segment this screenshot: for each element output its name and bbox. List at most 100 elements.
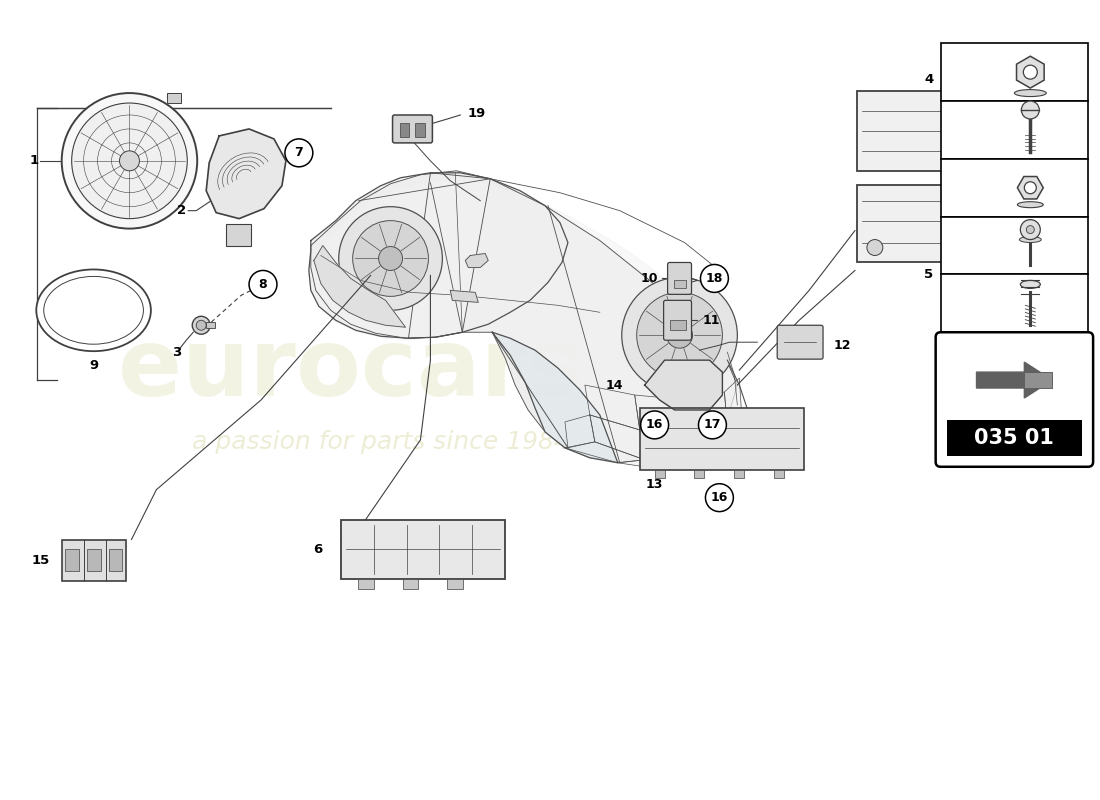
Text: 8: 8 <box>258 278 267 291</box>
Polygon shape <box>309 181 737 462</box>
Circle shape <box>867 239 883 255</box>
Bar <box>947 420 1082 456</box>
Text: a passion for parts since 1984: a passion for parts since 1984 <box>191 430 570 454</box>
FancyBboxPatch shape <box>668 262 692 294</box>
Text: 18: 18 <box>950 65 970 79</box>
Circle shape <box>339 206 442 310</box>
Circle shape <box>667 322 693 348</box>
Text: 5: 5 <box>924 268 933 281</box>
Bar <box>1001 196 1010 206</box>
Text: 11: 11 <box>703 314 720 326</box>
Circle shape <box>378 246 403 270</box>
Bar <box>87 550 100 571</box>
Text: 7: 7 <box>956 296 966 310</box>
Circle shape <box>621 278 737 393</box>
Bar <box>1001 218 1010 228</box>
Circle shape <box>1023 65 1037 79</box>
Text: 4: 4 <box>924 73 933 86</box>
Circle shape <box>285 139 312 167</box>
Polygon shape <box>590 415 645 460</box>
Bar <box>654 470 664 478</box>
Ellipse shape <box>36 270 151 351</box>
FancyBboxPatch shape <box>778 326 823 359</box>
Circle shape <box>62 93 197 229</box>
Circle shape <box>640 411 669 439</box>
Ellipse shape <box>1020 237 1042 242</box>
Polygon shape <box>206 129 286 218</box>
Circle shape <box>192 316 210 334</box>
FancyBboxPatch shape <box>936 332 1093 466</box>
Polygon shape <box>565 415 595 448</box>
Bar <box>1001 128 1010 138</box>
Bar <box>735 470 745 478</box>
FancyBboxPatch shape <box>640 408 804 470</box>
Bar <box>399 123 409 137</box>
Polygon shape <box>1018 177 1043 199</box>
Bar <box>1001 106 1010 116</box>
Ellipse shape <box>1014 90 1046 97</box>
Ellipse shape <box>44 277 143 344</box>
Bar <box>62 539 126 582</box>
FancyBboxPatch shape <box>393 115 432 143</box>
Text: 16: 16 <box>646 418 663 431</box>
Bar <box>403 579 418 590</box>
Bar <box>227 224 251 246</box>
Bar <box>416 123 426 137</box>
Polygon shape <box>314 246 406 327</box>
Polygon shape <box>707 440 741 470</box>
Text: 17: 17 <box>950 123 970 137</box>
Polygon shape <box>1016 56 1044 88</box>
Circle shape <box>120 151 140 170</box>
Polygon shape <box>664 460 729 470</box>
Bar <box>774 470 784 478</box>
Text: 13: 13 <box>646 478 663 491</box>
Bar <box>940 159 1088 217</box>
Text: 10: 10 <box>640 272 658 285</box>
Text: 3: 3 <box>172 346 180 358</box>
Polygon shape <box>585 385 640 430</box>
Polygon shape <box>465 254 488 267</box>
Text: 14: 14 <box>605 378 623 391</box>
Bar <box>448 579 463 590</box>
Polygon shape <box>727 410 741 460</box>
Bar <box>857 91 1001 170</box>
Text: 7: 7 <box>295 146 304 159</box>
Bar <box>857 185 1001 262</box>
Bar <box>341 519 505 579</box>
Circle shape <box>1021 220 1041 239</box>
Bar <box>65 550 78 571</box>
Bar <box>167 93 182 103</box>
Circle shape <box>637 292 723 378</box>
Ellipse shape <box>1021 281 1041 288</box>
Bar <box>109 550 122 571</box>
Text: 035 01: 035 01 <box>975 428 1054 448</box>
Text: eurocars: eurocars <box>118 324 583 416</box>
Bar <box>940 101 1088 159</box>
Polygon shape <box>309 173 568 338</box>
Bar <box>670 320 685 330</box>
Text: 18: 18 <box>706 272 723 285</box>
Circle shape <box>249 270 277 298</box>
Text: 19: 19 <box>468 107 485 121</box>
Circle shape <box>698 411 726 439</box>
Polygon shape <box>492 332 618 462</box>
Polygon shape <box>977 362 1053 398</box>
Polygon shape <box>635 395 692 435</box>
Bar <box>694 470 704 478</box>
Polygon shape <box>692 428 729 465</box>
Text: 8: 8 <box>956 238 966 253</box>
Circle shape <box>72 103 187 218</box>
Circle shape <box>1026 226 1034 234</box>
Polygon shape <box>688 392 727 435</box>
Text: 12: 12 <box>834 338 851 352</box>
Text: 2: 2 <box>177 204 186 217</box>
Polygon shape <box>725 378 741 428</box>
Bar <box>940 274 1088 332</box>
Text: 15: 15 <box>32 554 50 567</box>
Text: 17: 17 <box>704 418 722 431</box>
Bar <box>1024 372 1053 388</box>
Bar <box>1001 151 1010 161</box>
Bar <box>358 579 374 590</box>
Circle shape <box>196 320 206 330</box>
Bar <box>206 322 216 328</box>
